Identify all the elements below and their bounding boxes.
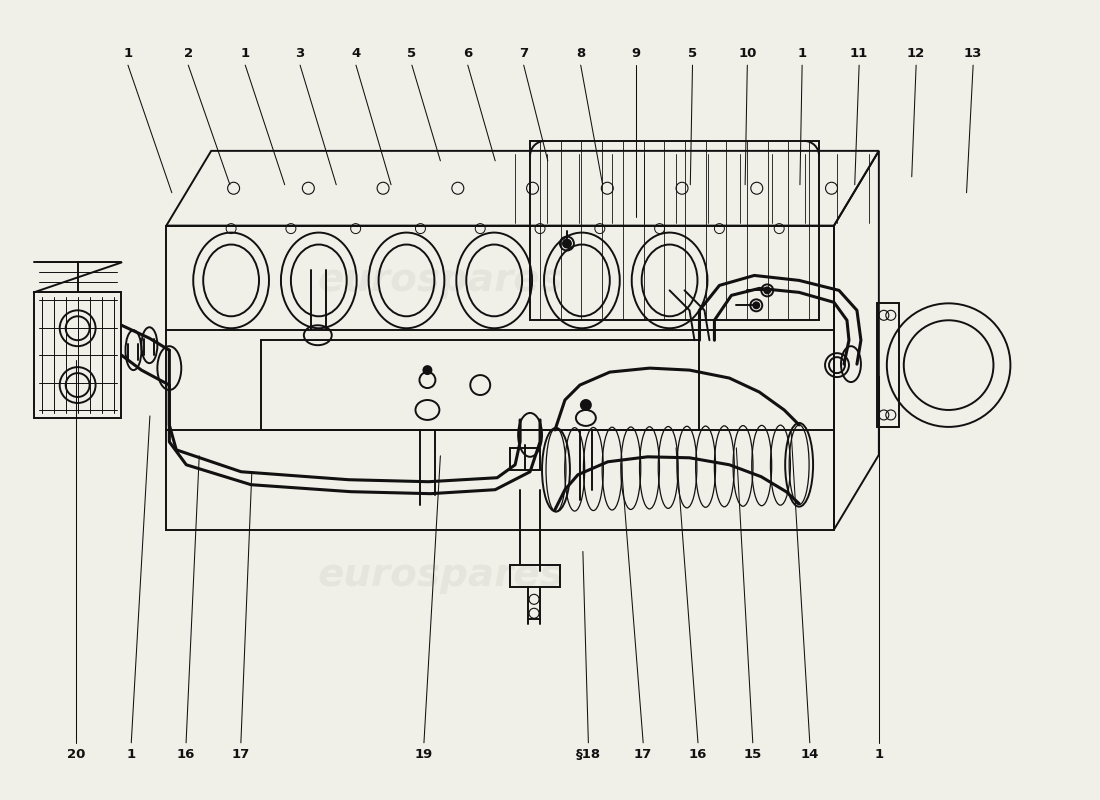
Text: 20: 20 [67, 748, 86, 762]
Text: 10: 10 [738, 46, 757, 60]
Bar [510, 566, 560, 587]
Text: eurospares: eurospares [318, 262, 563, 299]
Bar [34, 292, 121, 418]
Bar [510, 448, 540, 470]
Circle shape [563, 239, 571, 247]
Text: 16: 16 [177, 748, 196, 762]
Text: 12: 12 [908, 46, 925, 60]
Text: 13: 13 [964, 46, 982, 60]
Text: 6: 6 [463, 46, 472, 60]
Bar [261, 340, 700, 430]
Text: 1: 1 [123, 46, 132, 60]
Text: 11: 11 [850, 46, 868, 60]
Text: 19: 19 [415, 748, 433, 762]
Text: 1: 1 [874, 748, 883, 762]
Text: 7: 7 [519, 46, 528, 60]
Text: 17: 17 [634, 748, 652, 762]
Text: 1: 1 [798, 46, 806, 60]
Circle shape [754, 302, 759, 308]
Text: 16: 16 [689, 748, 707, 762]
Circle shape [581, 400, 591, 410]
Text: 17: 17 [232, 748, 250, 762]
Text: 5: 5 [407, 46, 417, 60]
Circle shape [764, 287, 770, 294]
Text: 1: 1 [241, 46, 250, 60]
Text: 5: 5 [688, 46, 697, 60]
Text: 4: 4 [351, 46, 361, 60]
Text: 9: 9 [631, 46, 640, 60]
Bar [877, 303, 899, 427]
Text: eurospares: eurospares [318, 556, 563, 594]
Bar [166, 226, 834, 530]
Text: 8: 8 [576, 46, 585, 60]
Circle shape [424, 366, 431, 374]
Text: 14: 14 [801, 748, 820, 762]
Text: §18: §18 [575, 748, 601, 762]
Text: 3: 3 [296, 46, 305, 60]
Text: 1: 1 [126, 748, 135, 762]
Bar [530, 141, 820, 320]
Text: 15: 15 [744, 748, 762, 762]
Text: 2: 2 [184, 46, 192, 60]
